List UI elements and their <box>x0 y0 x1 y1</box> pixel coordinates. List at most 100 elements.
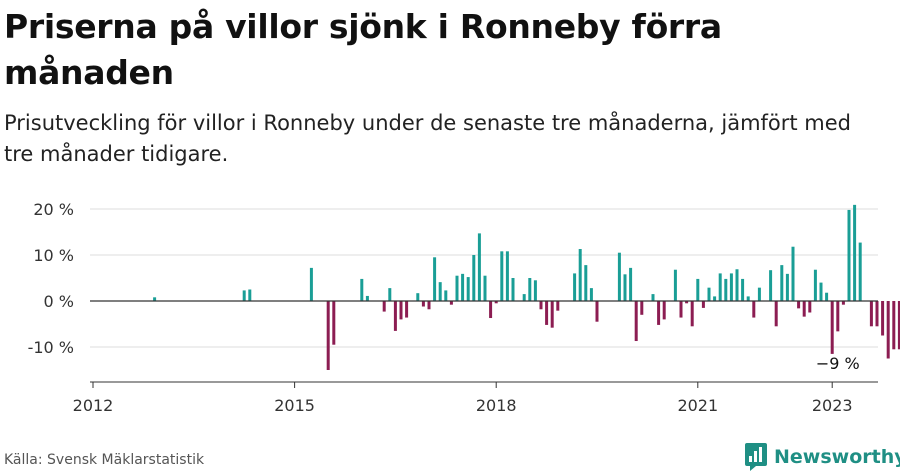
bar <box>393 301 397 331</box>
bar <box>752 301 756 318</box>
bar <box>836 301 840 332</box>
bar <box>248 289 252 301</box>
bar <box>550 301 554 328</box>
bar <box>735 269 739 301</box>
bar <box>808 301 812 313</box>
bar <box>500 251 504 301</box>
bar <box>746 296 750 301</box>
bar <box>718 273 722 301</box>
bar <box>461 273 465 301</box>
bar <box>444 290 448 301</box>
bar <box>741 278 745 301</box>
bar <box>774 301 778 327</box>
bar <box>634 301 638 342</box>
bar <box>690 301 694 327</box>
bar <box>813 269 817 301</box>
bar <box>696 278 700 301</box>
bar <box>365 295 369 301</box>
bar <box>595 301 599 322</box>
bar <box>421 301 425 307</box>
y-tick-label: 0 % <box>44 292 74 311</box>
bar <box>853 204 857 301</box>
bar <box>388 288 392 301</box>
bar <box>886 301 890 359</box>
bar <box>701 301 705 308</box>
chart-subtitle: Prisutveckling för villor i Ronneby unde… <box>4 111 852 166</box>
bar <box>785 273 789 301</box>
bar <box>399 301 403 320</box>
bar <box>769 270 773 301</box>
bar <box>657 301 661 325</box>
bar <box>360 278 364 301</box>
bar <box>533 280 537 301</box>
bar <box>819 282 823 301</box>
bar <box>875 301 879 327</box>
chart-title: Priserna på villor sjönk i Ronneby förra… <box>4 7 722 92</box>
source-note: Källa: Svensk Mäklarstatistik <box>4 452 205 468</box>
bar <box>679 301 683 318</box>
x-tick-label: 2018 <box>476 396 517 415</box>
bar <box>539 301 543 310</box>
bar <box>382 301 386 312</box>
bar <box>578 249 582 301</box>
newsworthy-logo-icon <box>745 443 767 471</box>
bar <box>309 267 313 301</box>
x-tick-label: 2015 <box>274 396 315 415</box>
bar <box>326 301 330 370</box>
bar <box>472 255 476 301</box>
x-tick-label: 2012 <box>73 396 114 415</box>
bar <box>242 290 246 301</box>
bar <box>332 301 336 345</box>
bar <box>892 301 896 350</box>
bar <box>897 301 900 350</box>
bar <box>830 301 834 354</box>
brand-name: Newsworthy <box>774 446 900 468</box>
y-tick-label: 10 % <box>33 246 74 265</box>
x-tick-label: 2021 <box>677 396 718 415</box>
bar <box>489 301 493 319</box>
bar <box>713 296 717 301</box>
bar <box>556 301 560 311</box>
y-tick-label: -10 % <box>28 338 74 357</box>
bar <box>869 301 873 327</box>
bar <box>797 301 801 309</box>
bar <box>673 269 677 301</box>
bar <box>825 292 829 301</box>
bar <box>858 242 862 301</box>
bar <box>483 275 487 301</box>
bar <box>617 252 621 301</box>
bar <box>511 278 515 301</box>
bar <box>405 301 409 318</box>
bar <box>707 287 711 301</box>
bar <box>802 301 806 317</box>
bar <box>640 301 644 315</box>
bar <box>522 294 526 301</box>
bar <box>416 293 420 301</box>
bar <box>545 301 549 325</box>
bar <box>629 267 633 301</box>
brand-logo: Newsworthy <box>744 441 900 473</box>
bar <box>528 278 532 301</box>
bar <box>623 274 627 301</box>
bar <box>449 301 453 305</box>
bar <box>724 278 728 301</box>
bar <box>780 265 784 301</box>
bar <box>881 301 885 336</box>
latest-value-label: −9 % <box>816 354 860 373</box>
bar <box>847 209 851 301</box>
bar <box>584 265 588 301</box>
y-tick-label: 20 % <box>33 200 74 219</box>
bar <box>589 288 593 301</box>
x-tick-label: 2023 <box>812 396 853 415</box>
bar <box>477 233 481 301</box>
bar <box>662 301 666 320</box>
bar <box>433 257 437 301</box>
bar <box>494 301 498 304</box>
bar <box>466 277 470 301</box>
bar <box>455 275 459 301</box>
bar <box>729 273 733 301</box>
bar <box>573 273 577 301</box>
bar <box>153 297 157 301</box>
bar <box>651 294 655 301</box>
bar <box>685 301 689 304</box>
